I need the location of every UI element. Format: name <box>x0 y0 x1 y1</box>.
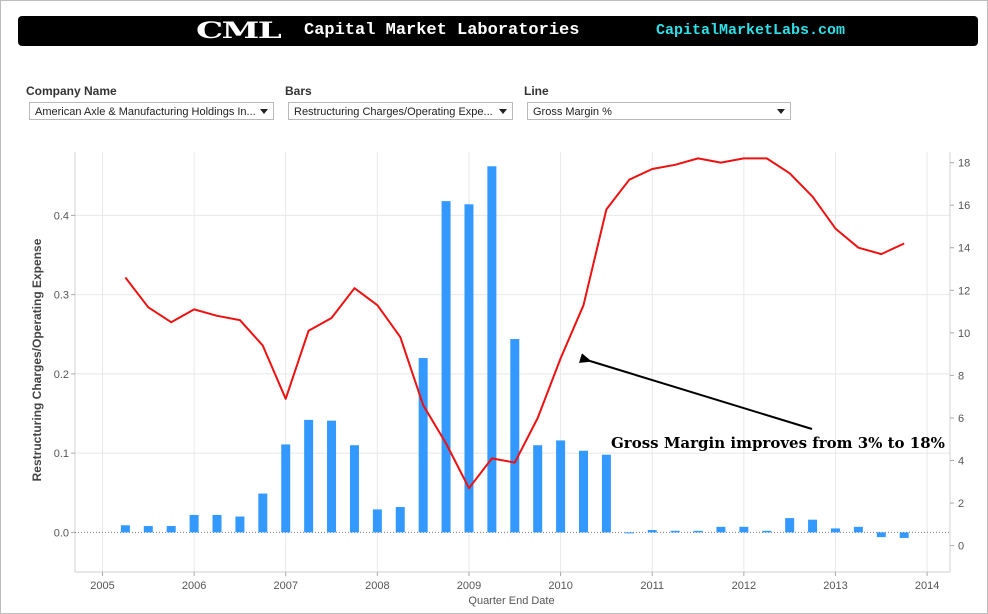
bar <box>693 530 703 533</box>
annotation-arrow <box>578 353 813 430</box>
company-dropdown-value: American Axle & Manufacturing Holdings I… <box>35 106 255 118</box>
bar <box>785 518 795 533</box>
header-banner: CML Capital Market Laboratories CapitalM… <box>18 16 978 46</box>
company-filter-label: Company Name <box>26 84 117 98</box>
y-right-tick-label: 16 <box>958 200 970 212</box>
bar <box>418 358 428 533</box>
bar <box>395 507 405 533</box>
line-filter-label: Line <box>524 84 549 98</box>
y-right-tick-label: 14 <box>958 243 970 255</box>
x-tick-label: 2007 <box>273 580 297 592</box>
cml-logo: CML <box>196 18 282 44</box>
bar <box>327 420 337 533</box>
bar-series <box>120 166 909 538</box>
line-dropdown-value: Gross Margin % <box>533 106 612 118</box>
bar <box>372 509 382 533</box>
bars-filter-label: Bars <box>285 84 312 98</box>
y-axis-title: Restructuring Charges/Operating Expense <box>30 238 44 481</box>
bar <box>464 204 474 533</box>
bar <box>830 528 840 533</box>
brand-url-link[interactable]: CapitalMarketLabs.com <box>656 22 846 39</box>
annotation-text: Gross Margin improves from 3% to 18% <box>611 434 945 452</box>
company-dropdown[interactable]: American Axle & Manufacturing Holdings I… <box>29 102 274 120</box>
x-tick-label: 2012 <box>732 580 756 592</box>
bar <box>166 526 176 533</box>
bar <box>716 526 726 533</box>
bar <box>739 526 749 533</box>
bar <box>120 525 130 533</box>
bar <box>235 516 245 533</box>
y-right-tick-label: 8 <box>958 370 964 382</box>
y-right-tick-label: 0 <box>958 541 964 553</box>
y-right-tick-label: 2 <box>958 498 964 510</box>
x-tick-label: 2008 <box>365 580 389 592</box>
y-right-tick-label: 18 <box>958 158 970 170</box>
bars-dropdown-value: Restructuring Charges/Operating Expe... <box>294 106 493 118</box>
bar <box>556 440 566 533</box>
x-tick-label: 2006 <box>182 580 206 592</box>
bar <box>601 454 611 533</box>
y-left-tick-label: 0.1 <box>54 448 69 460</box>
x-tick-label: 2011 <box>640 580 664 592</box>
y-left-tick-label: 0.3 <box>54 290 69 302</box>
y-left-tick-label: 0.0 <box>54 527 69 539</box>
bar <box>533 445 543 533</box>
y-left-tick-label: 0.2 <box>54 369 69 381</box>
bar <box>487 166 497 533</box>
bar <box>647 530 657 533</box>
gross-margin-line <box>124 157 905 490</box>
bar <box>258 493 268 533</box>
line-dropdown[interactable]: Gross Margin % <box>527 102 791 120</box>
x-tick-label: 2010 <box>548 580 572 592</box>
bar <box>143 526 153 533</box>
y-left-tick-label: 0.4 <box>54 210 69 222</box>
bars-dropdown[interactable]: Restructuring Charges/Operating Expe... <box>288 102 513 120</box>
y-right-tick-label: 6 <box>958 413 964 425</box>
bar <box>189 514 199 533</box>
bar <box>349 445 359 533</box>
x-axis-title: Quarter End Date <box>468 595 554 607</box>
bar <box>876 532 886 538</box>
bar <box>808 519 818 533</box>
x-tick-label: 2009 <box>457 580 481 592</box>
bar <box>899 532 909 538</box>
y-right-tick-label: 4 <box>958 456 964 468</box>
x-tick-label: 2014 <box>915 580 939 592</box>
bar <box>853 526 863 533</box>
bar <box>624 532 634 534</box>
bar <box>281 444 291 533</box>
bar <box>510 339 520 533</box>
y-right-tick-label: 12 <box>958 285 970 297</box>
bar <box>762 530 772 533</box>
brand-name: Capital Market Laboratories <box>304 21 580 40</box>
bar <box>212 514 222 533</box>
chevron-down-icon <box>499 109 507 114</box>
y-right-tick-label: 10 <box>958 328 970 340</box>
x-tick-label: 2005 <box>90 580 114 592</box>
x-tick-label: 2013 <box>823 580 847 592</box>
bar <box>304 419 314 533</box>
chevron-down-icon <box>260 109 268 114</box>
bar <box>579 450 589 533</box>
bar <box>441 201 451 533</box>
chevron-down-icon <box>777 109 785 114</box>
bar <box>670 530 680 533</box>
